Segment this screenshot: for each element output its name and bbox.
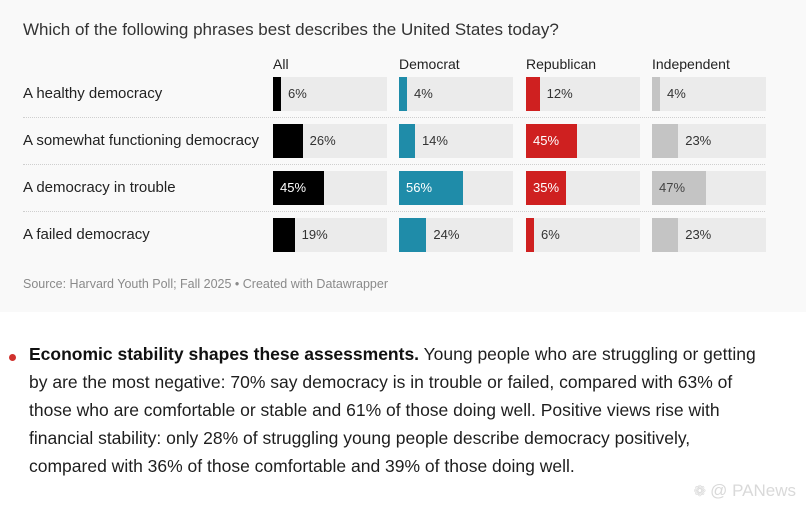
bar-independent [652, 77, 660, 111]
data-label: 45% [280, 180, 307, 195]
chart-source: Source: Harvard Youth Poll; Fall 2025 • … [23, 277, 388, 291]
row-divider [23, 164, 765, 165]
data-label: 6% [541, 227, 560, 242]
bar-track: 35% [526, 171, 640, 205]
row-divider [23, 117, 765, 118]
bar-track: 6% [273, 77, 387, 111]
bar-all [273, 77, 281, 111]
bar-republican [526, 218, 534, 252]
bar-track: 24% [399, 218, 513, 252]
article-paragraph: Economic stability shapes these assessme… [29, 340, 769, 480]
article-lead: Economic stability shapes these assessme… [29, 344, 420, 364]
bar-democrat [399, 77, 407, 111]
column-header-all: All [273, 56, 289, 72]
column-header-democrat: Democrat [399, 56, 460, 72]
row-label: A failed democracy [23, 226, 150, 243]
data-label: 26% [309, 133, 336, 148]
bar-all [273, 124, 303, 158]
data-label: 56% [406, 180, 433, 195]
data-label: 4% [414, 86, 433, 101]
data-label: 6% [288, 86, 307, 101]
data-label: 47% [659, 180, 686, 195]
bar-democrat [399, 171, 463, 205]
chart-panel: Which of the following phrases best desc… [23, 20, 766, 291]
data-label: 12% [546, 86, 573, 101]
data-label: 35% [533, 180, 560, 195]
chart-title: Which of the following phrases best desc… [23, 20, 559, 39]
data-label: 23% [685, 227, 712, 242]
bar-track: 26% [273, 124, 387, 158]
bar-track: 23% [652, 218, 766, 252]
watermark-text: @ PANews [710, 481, 796, 500]
bar-all [273, 171, 325, 205]
watermark: ❁ @ PANews [694, 481, 796, 501]
bar-track: 12% [526, 77, 640, 111]
bar-independent [652, 124, 679, 158]
bar-track: 4% [652, 77, 766, 111]
data-label: 14% [421, 133, 448, 148]
wechat-icon: ❁ [693, 483, 707, 500]
bar-track: 56% [399, 171, 513, 205]
bar-independent [652, 171, 706, 205]
row-label: A healthy democracy [23, 85, 163, 102]
bullet-point [9, 354, 16, 361]
bar-republican [526, 124, 578, 158]
data-label: 45% [533, 133, 560, 148]
row-label: A democracy in trouble [23, 179, 176, 196]
bar-track: 23% [652, 124, 766, 158]
bar-track: 14% [399, 124, 513, 158]
bar-democrat [399, 218, 427, 252]
column-header-independent: Independent [652, 56, 730, 72]
data-label: 4% [667, 86, 686, 101]
row-divider [23, 211, 765, 212]
column-header-republican: Republican [526, 56, 597, 72]
row-label: A somewhat functioning democracy [23, 132, 259, 149]
bar-track: 47% [652, 171, 766, 205]
bar-republican [526, 77, 540, 111]
bar-track: 6% [526, 218, 640, 252]
bar-democrat [399, 124, 415, 158]
bar-track: 4% [399, 77, 513, 111]
data-label: 19% [301, 227, 328, 242]
article-body: Young people who are struggling or getti… [29, 344, 756, 476]
bar-track: 45% [273, 171, 387, 205]
bar-track: 19% [273, 218, 387, 252]
bar-all [273, 218, 295, 252]
bar-track: 45% [526, 124, 640, 158]
article-section: Economic stability shapes these assessme… [0, 330, 806, 513]
bar-republican [526, 171, 566, 205]
data-label: 23% [685, 133, 712, 148]
data-label: 24% [433, 227, 460, 242]
bar-independent [652, 218, 679, 252]
